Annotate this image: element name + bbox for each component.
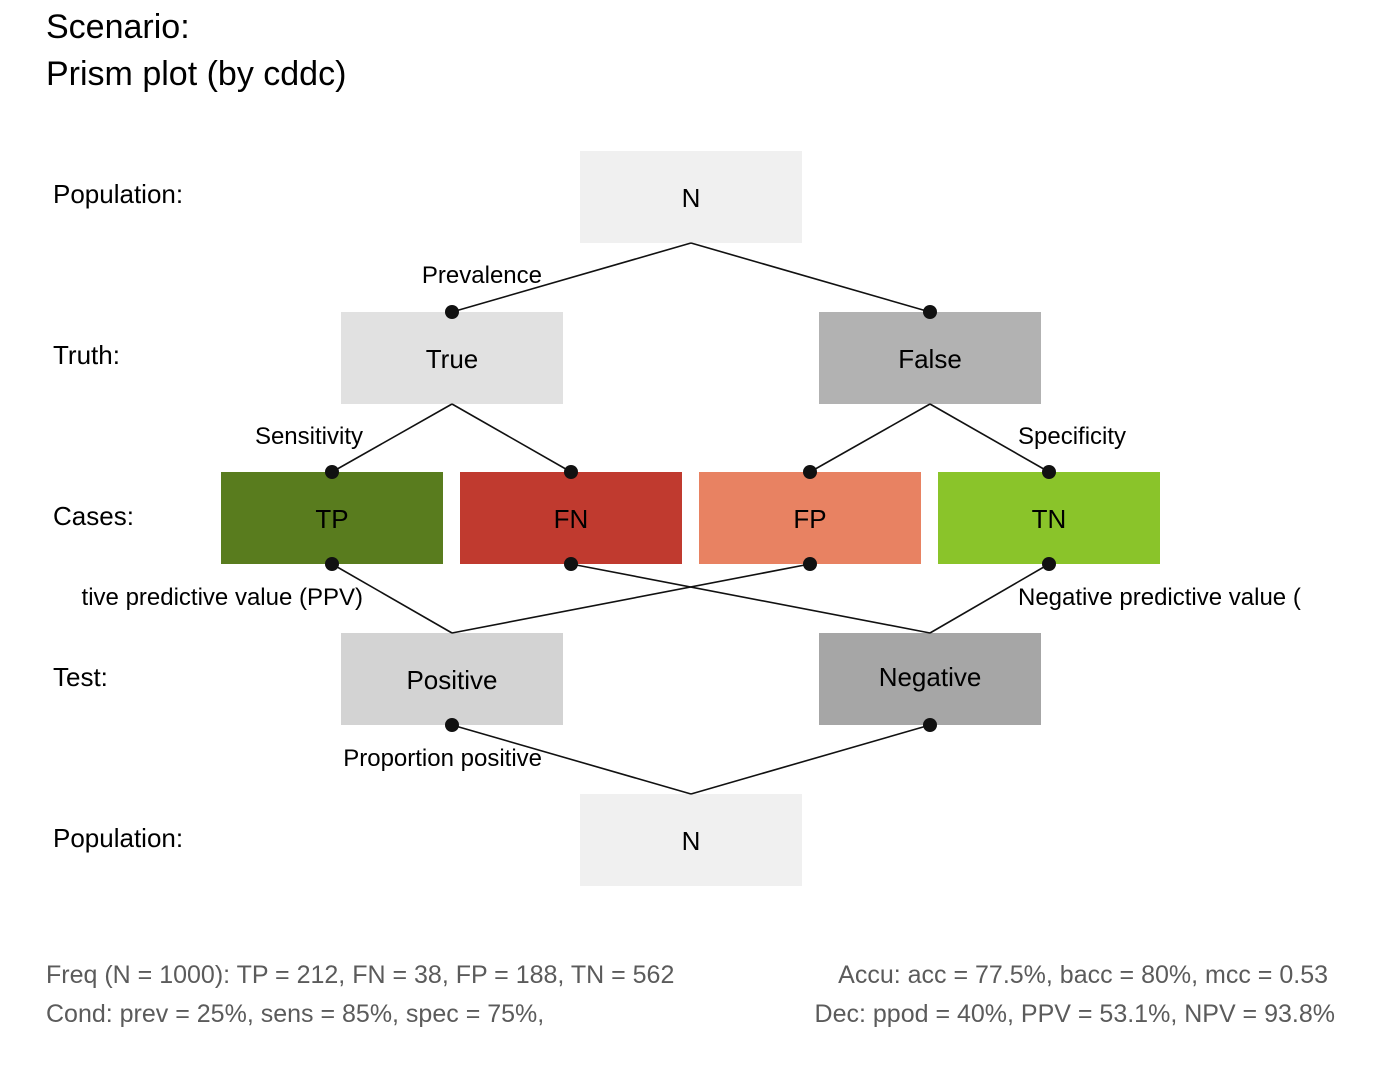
- edge-label-specificity: Specificity: [1018, 423, 1126, 450]
- footer-freq: Freq (N = 1000): TP = 212, FN = 38, FP =…: [46, 961, 674, 989]
- dot-negative-bottom: [923, 718, 937, 732]
- row-label-test: Test:: [53, 662, 108, 692]
- dot-positive-bottom: [445, 718, 459, 732]
- edge-label-sensitivity: Sensitivity: [255, 423, 363, 450]
- box-label-negative: Negative: [879, 662, 982, 692]
- box-label-tn: TN: [1032, 504, 1067, 534]
- title-line-2: Prism plot (by cddc): [46, 55, 346, 93]
- box-label-fp: FP: [793, 504, 826, 534]
- dot-true-top: [445, 305, 459, 319]
- dot-fn-bottom: [564, 557, 578, 571]
- edge-n-false: [690, 242, 931, 313]
- box-tp: [221, 472, 443, 564]
- box-label-positive: Positive: [406, 665, 497, 695]
- box-label-true: True: [426, 344, 479, 374]
- edge-label-prevalence: Prevalence: [422, 262, 542, 289]
- footer-dec: Dec: ppod = 40%, PPV = 53.1%, NPV = 93.8…: [815, 1000, 1335, 1028]
- edge-positive-n: [451, 724, 692, 795]
- box-false: [819, 312, 1041, 404]
- edge-lines: [331, 242, 1050, 795]
- edge-tn-negative: [929, 563, 1050, 634]
- dot-tp-bottom: [325, 557, 339, 571]
- dot-tn-top: [1042, 465, 1056, 479]
- edge-false-tn: [929, 403, 1050, 473]
- row-label-population-bottom: Population:: [53, 823, 183, 853]
- edge-negative-n: [690, 724, 931, 795]
- dot-fn-top: [564, 465, 578, 479]
- edge-label-npv: Negative predictive value (: [1018, 584, 1301, 611]
- edge-fn-negative: [570, 563, 931, 634]
- dot-false-top: [923, 305, 937, 319]
- box-label-n-top: N: [682, 183, 701, 213]
- box-label-n-bottom: N: [682, 826, 701, 856]
- edge-false-fp: [809, 403, 931, 473]
- box-label-tp: TP: [315, 504, 348, 534]
- row-label-truth: Truth:: [53, 340, 120, 370]
- box-label-false: False: [898, 344, 962, 374]
- box-tn: [938, 472, 1160, 564]
- box-n-bottom: [580, 794, 802, 886]
- box-n-top: [580, 151, 802, 243]
- dot-tn-bottom: [1042, 557, 1056, 571]
- edge-true-fn: [451, 403, 572, 473]
- box-fn: [460, 472, 682, 564]
- edge-label-ppv: tive predictive value (PPV): [82, 584, 363, 611]
- row-label-cases: Cases:: [53, 501, 134, 531]
- dot-tp-top: [325, 465, 339, 479]
- box-positive: [341, 633, 563, 725]
- footer-cond: Cond: prev = 25%, sens = 85%, spec = 75%…: [46, 1000, 544, 1028]
- edge-tp-positive: [331, 563, 453, 634]
- box-label-fn: FN: [554, 504, 589, 534]
- edge-fp-positive: [451, 563, 811, 634]
- dot-fp-bottom: [803, 557, 817, 571]
- edge-dots: [325, 305, 1056, 732]
- row-label-population-top: Population:: [53, 179, 183, 209]
- dot-fp-top: [803, 465, 817, 479]
- box-true: [341, 312, 563, 404]
- box-negative: [819, 633, 1041, 725]
- box-fp: [699, 472, 921, 564]
- edge-label-proportion-positive: Proportion positive: [343, 745, 542, 772]
- footer-accu: Accu: acc = 77.5%, bacc = 80%, mcc = 0.5…: [838, 961, 1328, 989]
- title-line-1: Scenario:: [46, 8, 190, 46]
- edge-true-tp: [331, 403, 453, 473]
- edge-n-true: [451, 242, 692, 313]
